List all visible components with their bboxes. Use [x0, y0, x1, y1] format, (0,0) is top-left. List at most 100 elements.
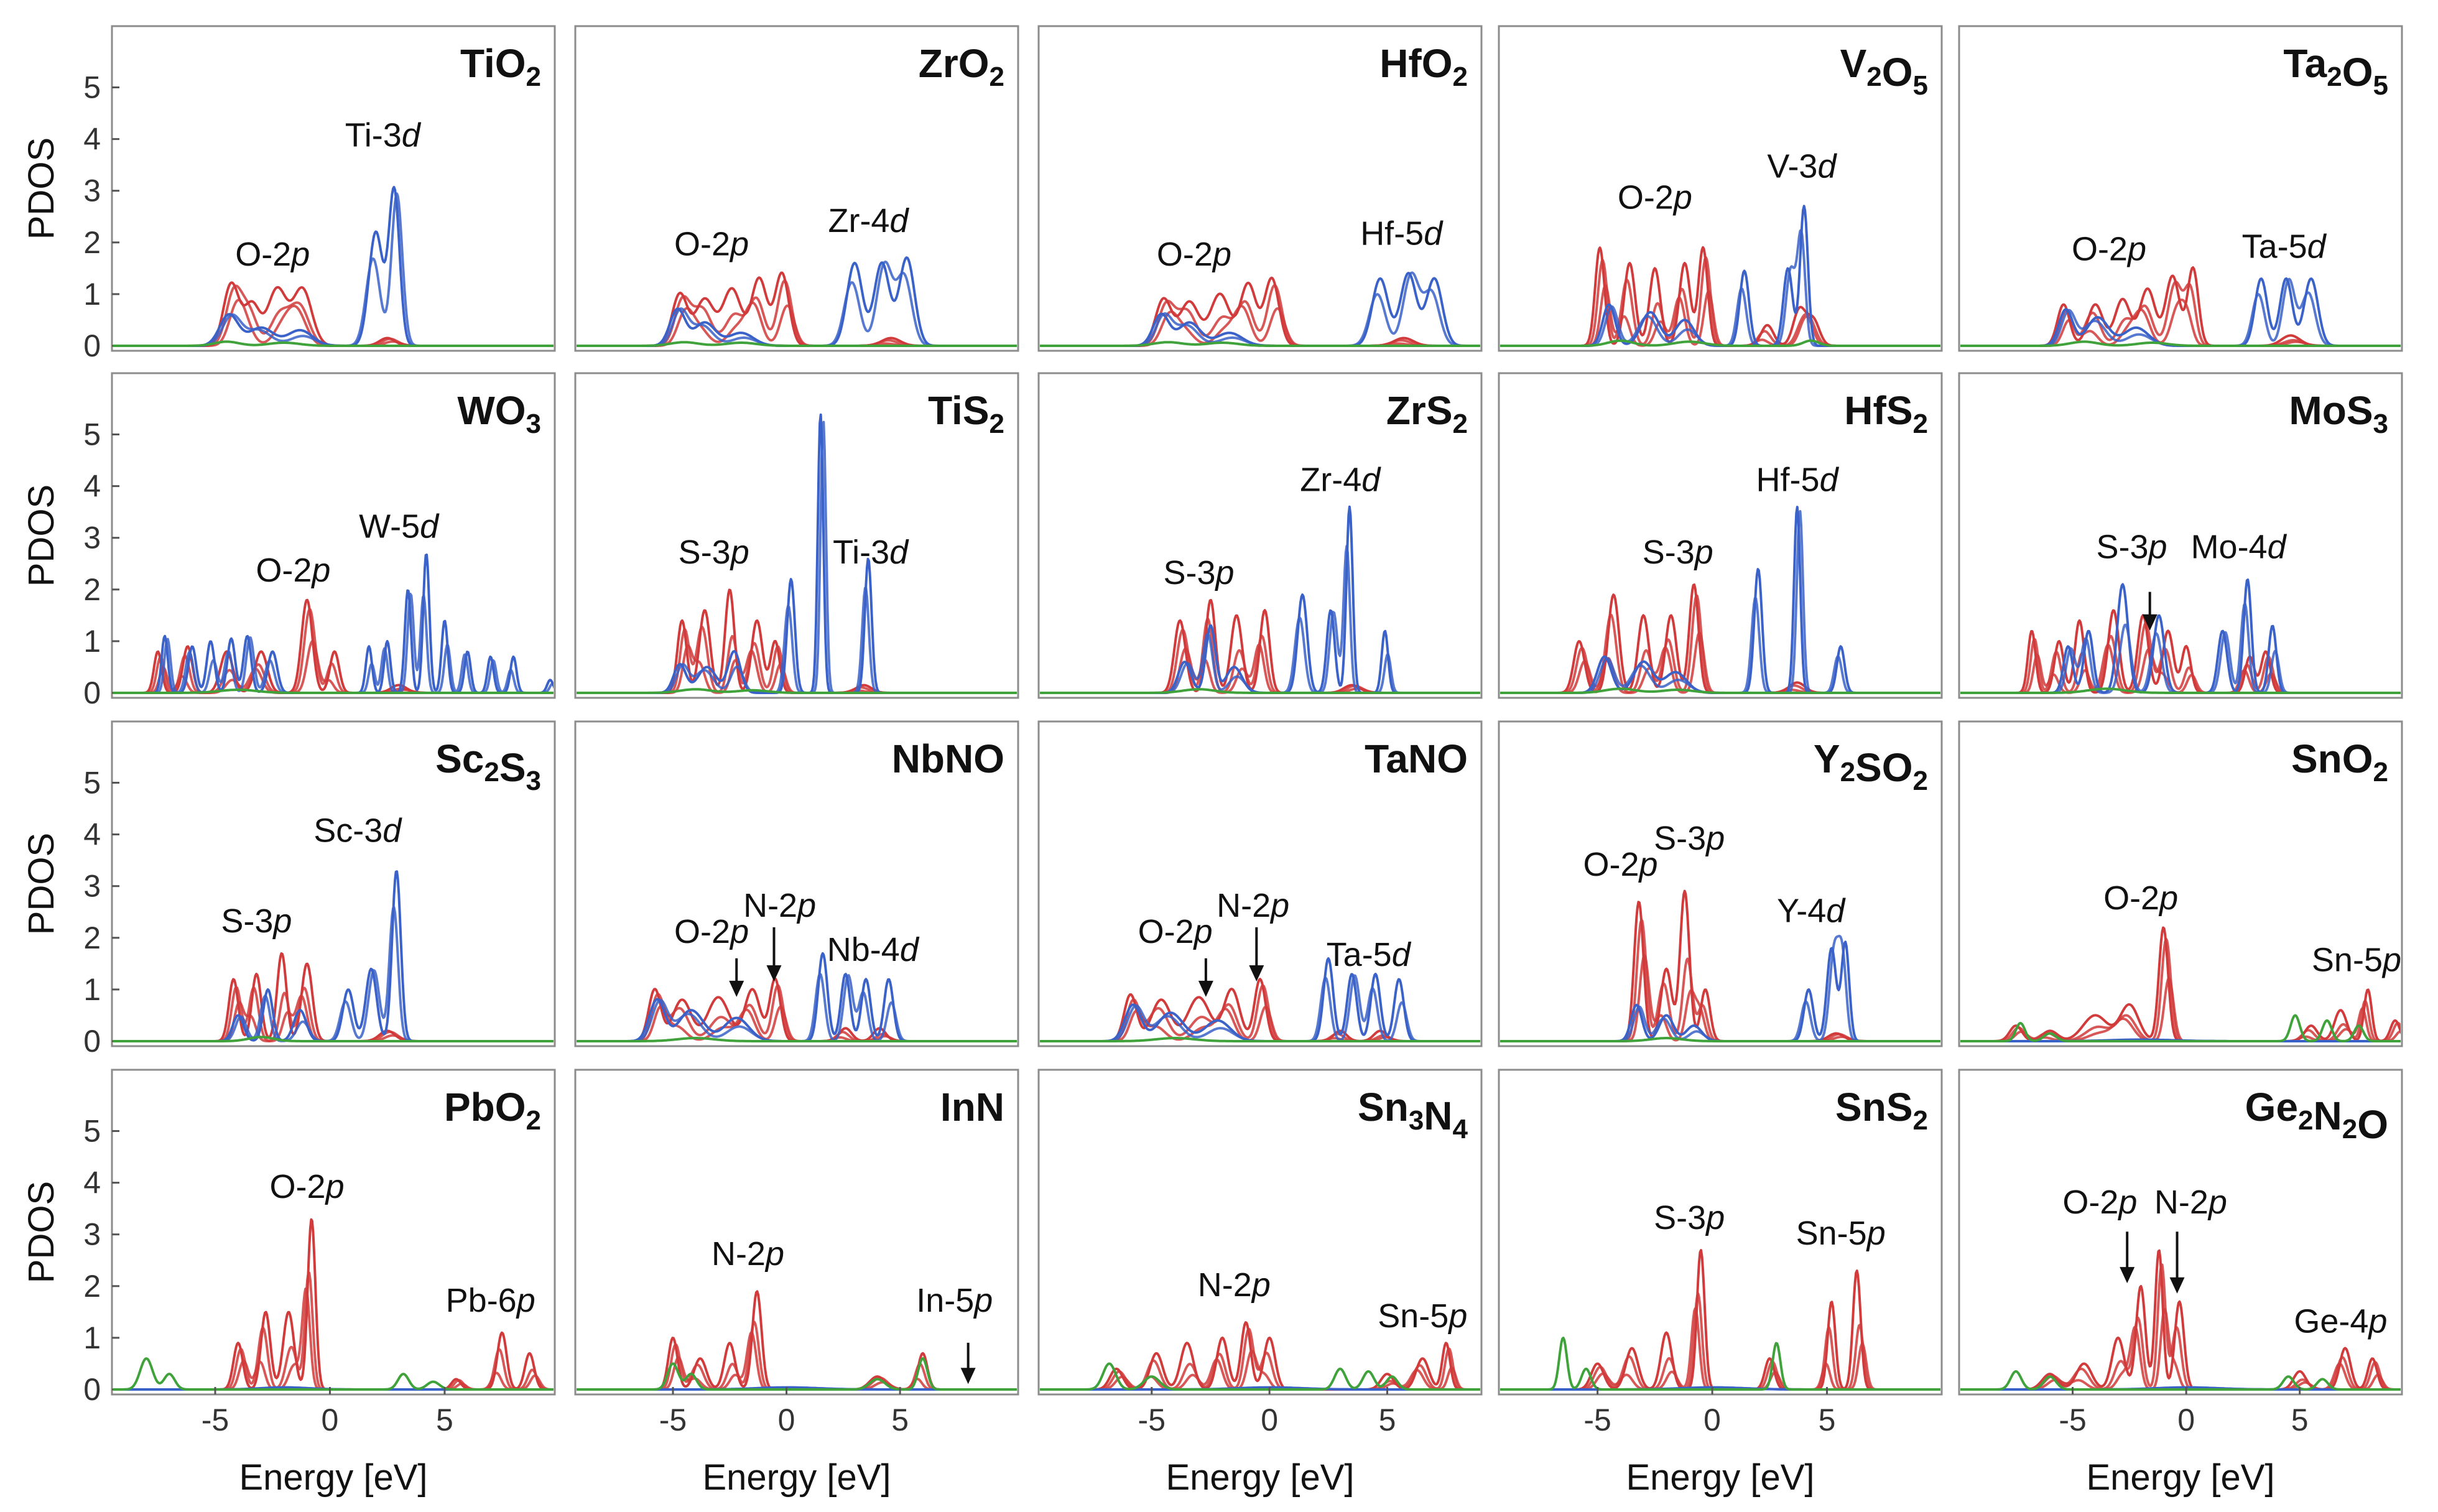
curves [1500, 506, 1940, 694]
y-tick-label: 5 [83, 417, 101, 452]
orbital-label: Y-4d [1777, 893, 1846, 930]
curves [113, 185, 554, 347]
orbital-label: O-2p [674, 913, 749, 950]
orbital-label: S-3p [1643, 534, 1713, 571]
panel-19: -5 0 5 SnS2 S-3p Sn-5p [1498, 1069, 1943, 1437]
orbital-label: Ge-4p [2294, 1302, 2387, 1340]
panel-title: PbO2 [444, 1085, 541, 1136]
y-tick-label: 3 [83, 174, 101, 208]
panel-6: 0 1 2 3 4 5 WO3 O-2p W-5d [83, 372, 556, 710]
green-pdos-curve [1040, 1362, 1480, 1391]
panel-14: Y2SO2 O-2pS-3p Y-4d [1498, 720, 1943, 1047]
orbital-label: Hf-5d [1756, 461, 1840, 499]
orbital-label: In-5p [916, 1282, 993, 1319]
y-axis-label: PDOS [21, 485, 62, 587]
curves [1040, 505, 1480, 694]
orbital-label: S-3p [1654, 820, 1725, 857]
green-pdos-curve [577, 1357, 1017, 1391]
panel-title: Ta2O5 [2283, 41, 2388, 101]
orbital-label: O-2p [256, 552, 330, 589]
green-pdos-curve [577, 1037, 1017, 1042]
panel-title: InN [940, 1085, 1004, 1129]
panel-9: HfS2 S-3p Hf-5d [1498, 372, 1943, 699]
orbital-label: Nb-4d [827, 931, 920, 968]
green-pdos-curve [1500, 1337, 1940, 1391]
panel-frame [1498, 1069, 1943, 1396]
y-tick-label: 4 [83, 817, 101, 852]
green-pdos-curve [1500, 687, 1940, 694]
x-tick-label: 5 [891, 1403, 909, 1437]
y-tick-label: 5 [83, 1113, 101, 1148]
y-tick-label: 2 [83, 225, 101, 260]
x-tick-label: -5 [659, 1403, 687, 1437]
orbital-label: N-2p [1198, 1266, 1271, 1304]
panel-13: TaNO O-2pN-2p Ta-5d [1037, 720, 1483, 1047]
x-tick-label: -5 [1583, 1403, 1611, 1437]
green-pdos-curve [113, 689, 554, 694]
x-tick-label: -5 [1138, 1403, 1166, 1437]
orbital-label: Ta-5d [2242, 228, 2327, 265]
panel-2: ZrO2 O-2p Zr-4d [574, 25, 1019, 352]
x-tick-label: 0 [1703, 1403, 1721, 1437]
curves [577, 1290, 1017, 1391]
x-tick-label: -5 [2059, 1403, 2086, 1437]
panel-frame [111, 372, 556, 699]
y-tick-label: 0 [83, 675, 101, 710]
green-pdos-curve [1960, 1014, 2401, 1042]
panel-frame [111, 1069, 556, 1396]
x-axis-label: Energy [eV] [1626, 1457, 1814, 1498]
panel-18: -5 0 5 Sn3N4 N-2p Sn-5p [1037, 1069, 1483, 1437]
curves [113, 870, 554, 1042]
panel-title: HfS2 [1844, 388, 1928, 439]
arrow-head [766, 965, 782, 981]
y-tick-label: 0 [83, 328, 101, 363]
y-tick-label: 2 [83, 1269, 101, 1304]
curves [577, 952, 1017, 1042]
panel-frame [1498, 25, 1943, 352]
orbital-label: O-2p [674, 225, 749, 262]
orbital-label: O-2p [2103, 879, 2178, 917]
green-pdos-curve [1500, 339, 1940, 347]
panel-title: Ge2N2O [2245, 1085, 2388, 1147]
panel-10: MoS3 S-3p Mo-4d [1958, 372, 2403, 699]
panel-title: WO3 [457, 388, 541, 439]
orbital-label: O-2p [1618, 179, 1692, 216]
orbital-label: O-2p [1138, 913, 1213, 950]
panel-frame [111, 720, 556, 1047]
x-axis-label: Energy [eV] [239, 1457, 427, 1498]
panel-title: MoS3 [2289, 388, 2388, 439]
green-pdos-curve [1040, 341, 1480, 347]
y-tick-label: 3 [83, 1217, 101, 1252]
orbital-label: Pb-6p [446, 1282, 535, 1319]
x-axis-labels: Energy [eV] Energy [eV] Energy [eV] Energy … [239, 1457, 2274, 1498]
y-tick-label: 0 [83, 1372, 101, 1407]
x-tick-label: -5 [202, 1403, 229, 1437]
panel-15: SnO2 O-2p Sn-5p [1958, 720, 2403, 1047]
arrow-head [1249, 965, 1264, 981]
curves [1500, 1249, 1940, 1391]
panel-title: ZrO2 [919, 41, 1004, 92]
panel-1: 0 1 2 3 4 5 TiO2 O-2p Ti-3d [83, 25, 556, 363]
y-tick-label: 2 [83, 921, 101, 955]
panel-title: Sn3N4 [1358, 1085, 1468, 1144]
orbital-label: Sc-3d [313, 812, 402, 850]
orbital-label: Sn-5p [1796, 1215, 1886, 1252]
curves [113, 554, 554, 694]
x-tick-label: 5 [1819, 1403, 1836, 1437]
orbital-label: W-5d [359, 508, 440, 545]
curves [1040, 957, 1480, 1042]
orbital-label: N-2p [2154, 1184, 2227, 1221]
y-axis-labels: PDOS PDOS PDOS PDOS [21, 137, 62, 1283]
orbital-label: Zr-4d [828, 202, 909, 239]
arrow-head [2120, 1267, 2135, 1284]
x-axis-label: Energy [eV] [1166, 1457, 1354, 1498]
y-tick-label: 2 [83, 572, 101, 607]
curves [1500, 205, 1940, 347]
green-pdos-curve [577, 688, 1017, 694]
orbital-label: N-2p [1217, 887, 1289, 924]
orbital-label: Mo-4d [2191, 529, 2287, 566]
y-tick-label: 1 [83, 277, 101, 312]
orbital-label: O-2p [1157, 236, 1231, 273]
orbital-label: O-2p [2072, 231, 2146, 268]
green-pdos-curve [1500, 1037, 1940, 1042]
